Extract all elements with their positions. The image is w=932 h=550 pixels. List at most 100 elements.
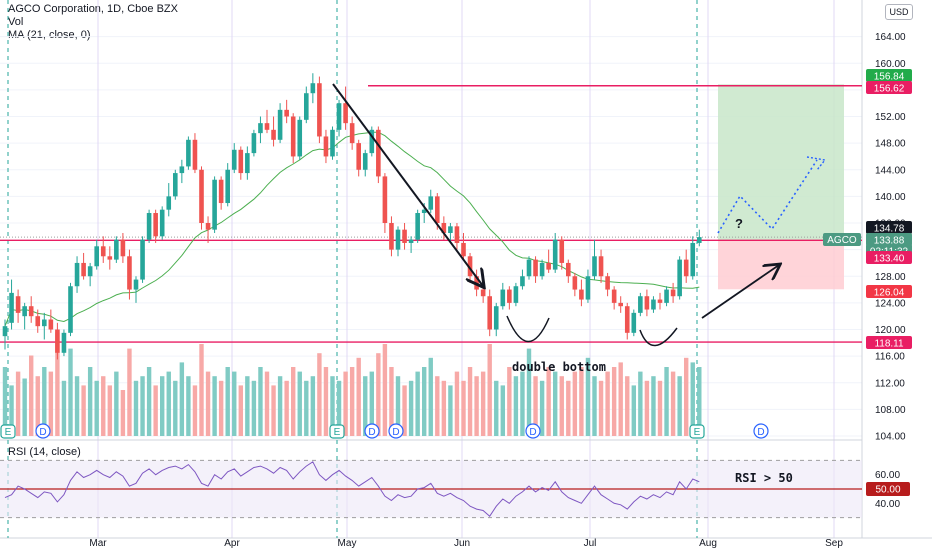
rsi-level-badge-text: 50.00 <box>875 485 900 496</box>
candle-body <box>107 256 113 260</box>
volume-bar <box>585 357 591 436</box>
volume-bar <box>107 385 112 436</box>
moving-average <box>4 131 700 327</box>
volume-bar <box>146 367 152 436</box>
volume-bar <box>363 376 368 436</box>
volume-bar <box>428 357 433 436</box>
rsi-tick-label: 60.00 <box>875 470 900 481</box>
candle-body <box>631 312 637 333</box>
volume-bar <box>29 355 34 436</box>
volume-bar <box>677 376 682 436</box>
candle-body <box>500 289 506 307</box>
price-badge <box>866 81 912 94</box>
volume-bar <box>539 380 545 436</box>
candle-body <box>35 316 41 327</box>
volume-bar <box>448 385 453 436</box>
dividend-marker <box>364 423 380 439</box>
candle-body <box>376 129 381 177</box>
candle-body <box>428 196 434 210</box>
candle-body <box>55 329 60 353</box>
volume-bar <box>480 371 486 436</box>
candle-body <box>304 93 309 120</box>
price-badge-text: 134.78 <box>874 224 905 235</box>
candle-body <box>114 239 119 260</box>
time-tick-label: Mar <box>89 538 107 549</box>
volume-bar <box>205 371 211 436</box>
volume-bar <box>343 371 348 436</box>
candle-body <box>539 262 545 277</box>
dividend-marker <box>753 423 769 439</box>
candle-body <box>624 306 630 333</box>
price-tick-label: 120.00 <box>875 325 906 336</box>
price-tick-label: 152.00 <box>875 112 906 123</box>
volume-bar <box>120 390 126 436</box>
candle-body <box>153 213 158 237</box>
volume-bar <box>238 385 243 436</box>
volume-bar <box>356 357 361 436</box>
forecast-path <box>717 159 818 234</box>
volume-bar <box>520 371 525 436</box>
volume-bar <box>225 367 230 436</box>
candle-body <box>330 129 335 157</box>
candle-body <box>389 223 394 250</box>
candle-body <box>159 209 165 237</box>
rsi-line <box>4 461 700 517</box>
candle-body <box>566 262 571 277</box>
candle-body <box>68 286 73 333</box>
volume-bar <box>618 362 623 436</box>
candle-body <box>480 289 486 297</box>
price-badge-text: 133.88 <box>874 236 905 247</box>
volume-bar <box>566 380 571 436</box>
volume-bar <box>526 348 532 436</box>
rsi-tick-label: 40.00 <box>875 499 900 510</box>
breakout-arrow <box>701 265 779 319</box>
volume-bar <box>317 353 322 436</box>
volume-bar <box>9 385 14 436</box>
volume-bar <box>199 344 204 436</box>
volume-bar <box>179 362 185 436</box>
volume-bar <box>657 380 663 436</box>
volume-bar <box>277 376 283 436</box>
dividend-marker-label: D <box>529 427 536 438</box>
volume-bar <box>598 380 604 436</box>
currency-button[interactable]: USD <box>885 4 913 20</box>
price-tick-label: 164.00 <box>875 32 906 43</box>
chart-title: AGCO Corporation, 1D, Cboe BZX <box>8 3 178 15</box>
volume-bar <box>186 376 191 436</box>
candle-body <box>120 239 126 257</box>
candle-body <box>448 226 453 233</box>
volume-bar <box>572 371 578 436</box>
volume-bar <box>631 385 636 436</box>
loss-zone <box>718 240 844 290</box>
volume-bar <box>395 376 401 436</box>
price-badge <box>866 69 912 82</box>
candle-body <box>356 143 361 170</box>
candle-body <box>415 213 420 240</box>
volume-bar <box>349 367 355 436</box>
volume-bar <box>55 332 60 436</box>
earnings-marker-label: E <box>694 427 701 438</box>
candle-body <box>186 139 191 167</box>
candle-body <box>323 136 329 157</box>
candle-body <box>546 262 551 270</box>
volume-bar <box>408 380 414 436</box>
volume-bar <box>15 371 21 436</box>
volume-bar <box>218 380 224 436</box>
candle-body <box>212 179 217 230</box>
candle-body <box>533 259 538 277</box>
ma-label: MA (21, close, 0) <box>8 29 91 41</box>
candle-body <box>74 262 80 287</box>
bottom-curve-right <box>639 327 678 347</box>
candle-body <box>179 166 185 174</box>
dividend-marker-label: D <box>757 427 764 438</box>
candle-body <box>100 246 106 257</box>
volume-bar <box>611 367 617 436</box>
volume-bar <box>61 380 67 436</box>
dividend-marker-label: D <box>392 427 399 438</box>
candle-body <box>264 123 270 130</box>
candle-body <box>520 276 525 287</box>
candle-body <box>585 276 591 300</box>
candle-body <box>657 299 663 303</box>
candle-body <box>638 296 643 313</box>
